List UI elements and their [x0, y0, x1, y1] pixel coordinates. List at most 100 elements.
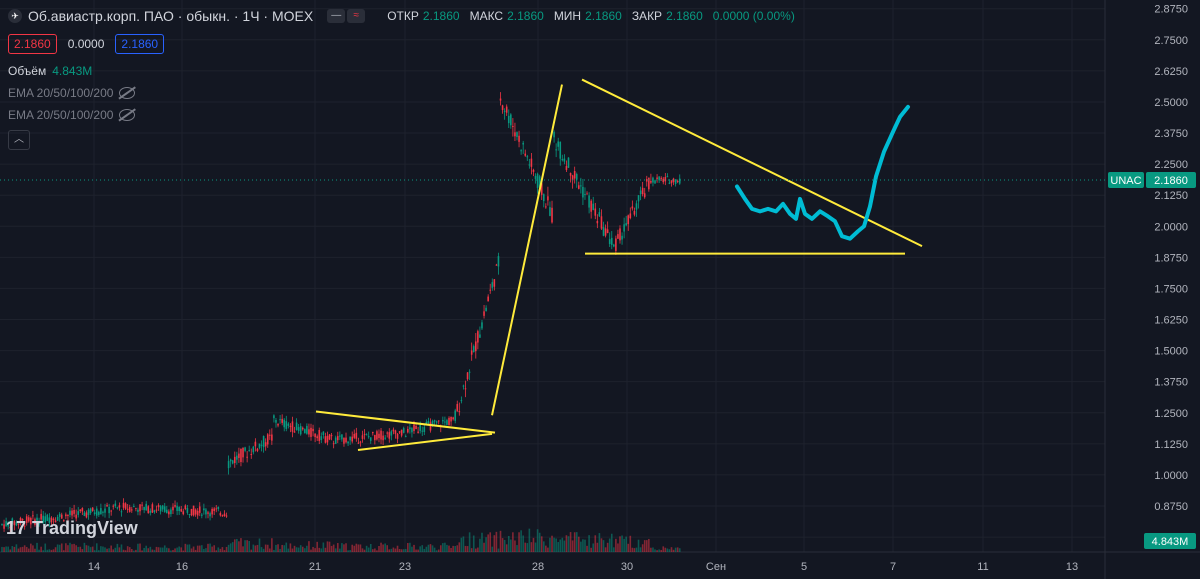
indicator-ema-2[interactable]: EMA 20/50/100/200 — [8, 108, 801, 122]
candle-body — [262, 436, 265, 448]
candle-body — [380, 430, 382, 440]
volume-bar — [168, 548, 170, 552]
volume-bar — [417, 549, 419, 552]
volume-bar — [553, 537, 555, 552]
volume-bar — [23, 545, 26, 552]
candle-body — [190, 508, 193, 516]
volume-bar — [283, 545, 286, 552]
volume-bar — [351, 544, 353, 552]
trend-drawings[interactable] — [315, 78, 923, 452]
candle-body — [590, 200, 592, 212]
candle-body — [42, 515, 44, 523]
minus-icon[interactable]: — — [327, 9, 346, 23]
candle-body — [625, 223, 627, 226]
eye-hidden-icon[interactable] — [119, 87, 136, 99]
volume-bar — [205, 548, 207, 552]
volume-bar — [52, 549, 55, 552]
buy-price-box[interactable]: 2.1860 — [115, 34, 165, 54]
candle-body — [46, 514, 49, 521]
forecast-path — [735, 104, 910, 241]
volume-bar — [468, 532, 471, 552]
candle-body — [347, 441, 349, 444]
time-axis[interactable]: 14 16 21 23 28 30 Сен 5 7 11 13 — [88, 561, 1078, 573]
volume-bar — [656, 550, 658, 552]
volume-bar — [613, 547, 615, 552]
candle-body — [409, 427, 411, 430]
collapse-legend-button[interactable]: ︿ — [8, 130, 30, 150]
candle-body — [87, 509, 90, 516]
volume-bar — [38, 549, 40, 552]
candle-body — [289, 425, 292, 427]
candle-body — [363, 433, 366, 435]
candle-body — [668, 182, 671, 184]
indicator-ema-1[interactable]: EMA 20/50/100/200 — [8, 86, 801, 100]
volume-bar — [277, 544, 279, 552]
sell-price-box[interactable]: 2.1860 — [8, 34, 57, 54]
candle-body — [621, 235, 623, 240]
volume-bar — [30, 543, 32, 552]
trend-line — [491, 84, 563, 416]
volume-bar — [559, 539, 562, 552]
volume-bar — [198, 545, 201, 552]
candle-body — [79, 509, 82, 512]
volume-bar — [450, 547, 452, 552]
volume-bar — [571, 540, 574, 552]
candle-body — [32, 515, 34, 517]
volume-bar — [190, 548, 193, 552]
volume-bar — [275, 544, 277, 552]
tradingview-logo[interactable]: 17 TradingView — [6, 518, 138, 539]
candle-body — [608, 239, 611, 244]
candle-body — [36, 517, 38, 521]
time-tick-label: Сен — [706, 561, 726, 573]
series-toggle[interactable]: — ≈ — [327, 9, 366, 23]
volume-bar — [390, 548, 393, 552]
eye-hidden-icon[interactable] — [119, 109, 136, 121]
volume-bar — [672, 549, 675, 552]
volume-bar — [392, 547, 395, 552]
price-axis[interactable]: 2.8750 2.7500 2.6250 2.5000 2.3750 2.2500 2.12… — [1154, 4, 1188, 544]
volume-bar — [67, 545, 69, 552]
symbol-title[interactable]: Об.авиастр.корп. ПАО · обыкн. · 1Ч · MOE… — [28, 8, 314, 24]
candle-body — [367, 436, 370, 438]
candle-body — [670, 180, 673, 184]
candle-body — [258, 443, 261, 448]
volume-bar — [462, 536, 465, 552]
candle-body — [130, 509, 133, 511]
volume-bar — [27, 548, 30, 552]
candle-body — [205, 509, 207, 515]
candle-body — [359, 441, 362, 443]
wave-icon[interactable]: ≈ — [347, 9, 366, 23]
volume-bar — [137, 543, 139, 552]
volume-bar — [448, 545, 450, 552]
volume-bar — [3, 547, 5, 552]
candle-body — [514, 132, 516, 137]
volume-bar — [674, 547, 677, 552]
candle-body — [11, 518, 14, 524]
candle-body — [658, 176, 660, 181]
volume-bar — [549, 537, 551, 552]
candle-body — [194, 509, 197, 515]
candle-body — [244, 447, 246, 451]
volume-bar — [472, 535, 475, 552]
volume-bar — [316, 541, 318, 552]
volume-bar — [318, 547, 321, 552]
candle-body — [283, 419, 286, 428]
time-tick-label: 11 — [977, 561, 988, 573]
candle-body — [637, 195, 640, 202]
volume-bar — [623, 538, 625, 552]
ohlc-close-label: ЗАКР — [631, 9, 663, 23]
volume-bar — [481, 532, 483, 552]
volume-bar — [598, 533, 601, 552]
time-tick-label: 14 — [88, 561, 100, 573]
candle-body — [571, 175, 574, 181]
volume-bar — [306, 545, 308, 552]
volume-bar — [361, 548, 364, 552]
ohlc-high-value: 2.1860 — [507, 9, 544, 23]
candle-body — [475, 341, 477, 352]
candle-body — [456, 404, 459, 412]
volume-bar — [402, 549, 405, 552]
candle-body — [487, 296, 489, 302]
volume-bar — [176, 547, 178, 552]
candle-body — [437, 420, 440, 422]
